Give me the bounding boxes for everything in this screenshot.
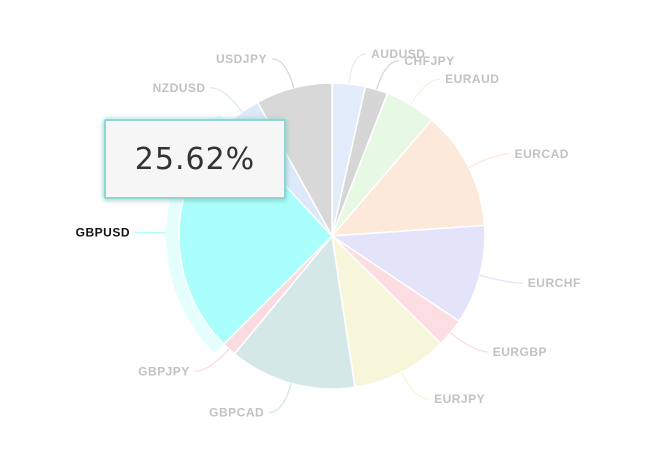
connector-audusd bbox=[348, 53, 367, 84]
connector-euraud bbox=[410, 78, 441, 106]
slice-label-eurchf: EURCHF bbox=[528, 276, 581, 290]
pie-slice-eurcad[interactable] bbox=[330, 118, 486, 237]
connector-nzdusd bbox=[210, 87, 243, 113]
slice-label-eurcad: EURCAD bbox=[515, 147, 569, 161]
slice-label-gbpusd: GBPUSD bbox=[76, 225, 130, 239]
slice-label-audusd: AUDUSD bbox=[371, 47, 425, 61]
tooltip-value: 25.62% bbox=[134, 141, 256, 177]
connector-chfjpy bbox=[375, 60, 400, 90]
slice-label-gbpjpy: GBPJPY bbox=[138, 364, 190, 378]
connector-eurgbp bbox=[450, 332, 488, 353]
connector-eurcad bbox=[468, 153, 510, 168]
connector-eurjpy bbox=[400, 372, 430, 400]
slice-label-eurjpy: EURJPY bbox=[434, 392, 485, 406]
slice-label-nzdusd: NZDUSD bbox=[153, 81, 206, 95]
slice-label-eurgbp: EURGBP bbox=[493, 345, 547, 359]
slice-label-usdjpy: USDJPY bbox=[216, 52, 267, 66]
connector-gbpjpy bbox=[194, 348, 230, 373]
connector-gbpcad bbox=[269, 383, 292, 414]
connector-eurchf bbox=[479, 274, 523, 284]
slice-label-chfjpy: CHFJPY bbox=[404, 54, 454, 68]
pie-slice-gbpcad[interactable] bbox=[233, 234, 356, 390]
slice-label-euraud: EURAUD bbox=[445, 72, 499, 86]
connector-usdjpy bbox=[271, 58, 295, 89]
value-tooltip: 25.62% bbox=[104, 119, 286, 199]
slice-label-gbpcad: GBPCAD bbox=[209, 405, 264, 419]
